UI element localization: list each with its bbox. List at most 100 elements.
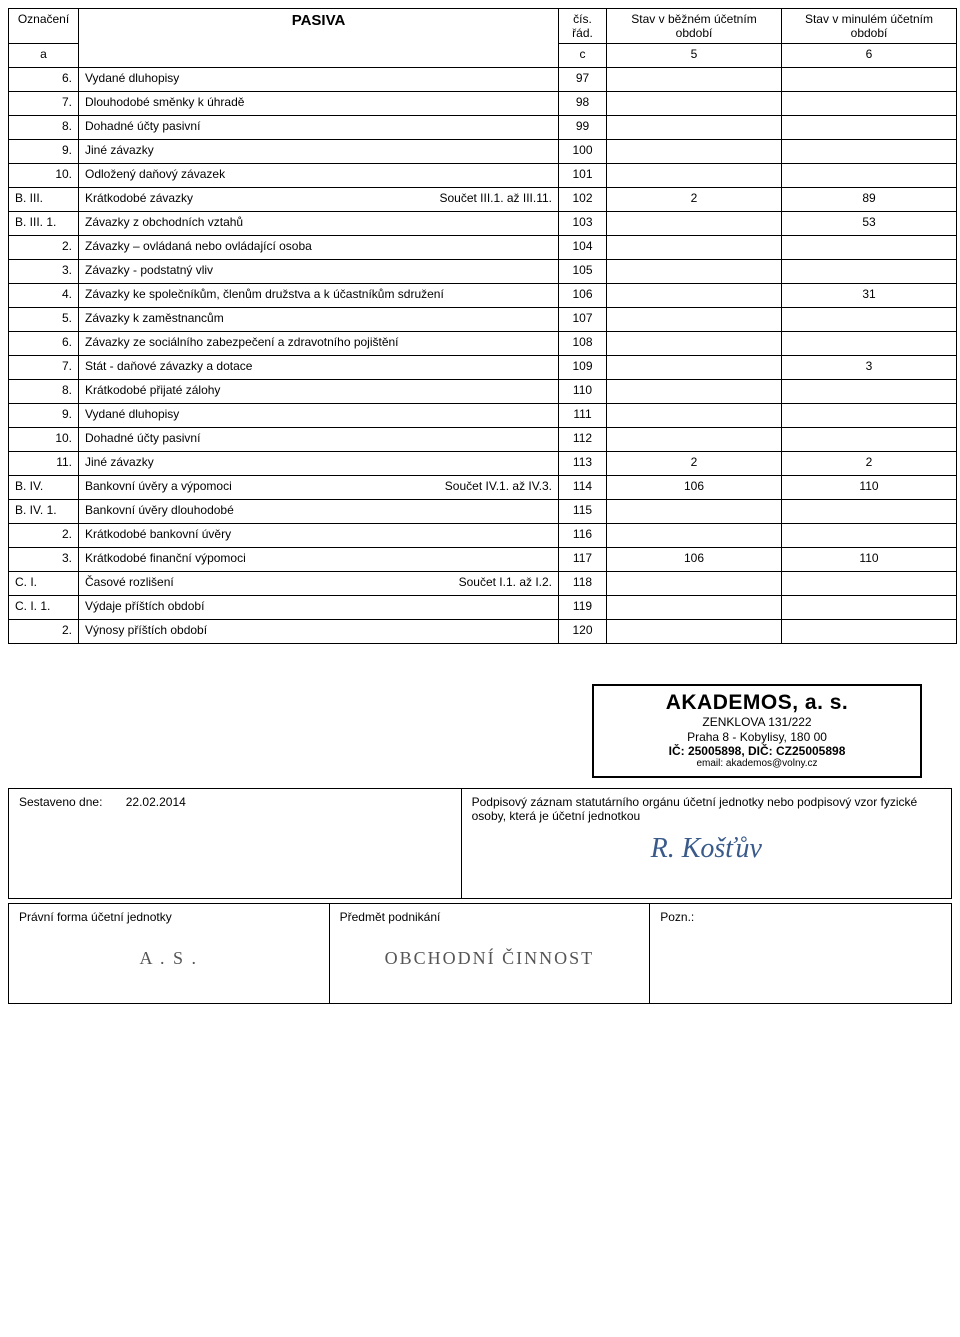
row-cis: 114 [559,476,607,500]
table-row: 4.Závazky ke společníkům, členům družstv… [9,284,957,308]
row-cis: 98 [559,92,607,116]
row-cis: 113 [559,452,607,476]
table-row: B. III. 1.Závazky z obchodních vztahů103… [9,212,957,236]
stamp-line3: IČ: 25005898, DIČ: CZ25005898 [604,744,910,758]
hdr-minule: Stav v minulém účetním období [782,9,957,44]
table-row: 10.Dohadné účty pasivní112 [9,428,957,452]
row-v6 [782,92,957,116]
row-desc: Dlouhodobé směnky k úhradě [79,92,559,116]
hdr-c: c [559,44,607,68]
row-v6: 89 [782,188,957,212]
row-v6 [782,404,957,428]
row-v6 [782,524,957,548]
pozn-cell: Pozn.: [650,904,952,1004]
row-index: 3. [9,548,79,572]
table-row: 6.Závazky ze sociálního zabezpečení a zd… [9,332,957,356]
row-cis: 110 [559,380,607,404]
row-v6: 110 [782,548,957,572]
row-v5 [607,140,782,164]
row-cis: 101 [559,164,607,188]
stamp-email: email: akademos@volny.cz [604,758,910,770]
row-desc: Závazky ke společníkům, členům družstva … [79,284,559,308]
row-desc: Bankovní úvěry dlouhodobé [79,500,559,524]
row-cis: 115 [559,500,607,524]
footer-table-2: Právní forma účetní jednotky A . S . Pře… [8,903,952,1004]
table-row: 7.Dlouhodobé směnky k úhradě98 [9,92,957,116]
hdr-oznaceni: Označení [9,9,79,44]
row-v6: 31 [782,284,957,308]
row-index: 7. [9,356,79,380]
row-v5: 106 [607,476,782,500]
row-v5 [607,332,782,356]
row-index: 6. [9,68,79,92]
row-desc: Závazky ze sociálního zabezpečení a zdra… [79,332,559,356]
row-cis: 117 [559,548,607,572]
row-v6: 53 [782,212,957,236]
row-v6 [782,620,957,644]
row-v5 [607,260,782,284]
pozn-label: Pozn.: [660,910,941,924]
row-desc: Výnosy příštích období [79,620,559,644]
row-index: 4. [9,284,79,308]
row-v5 [607,380,782,404]
row-index: C. I. [9,572,79,596]
row-v5 [607,428,782,452]
row-v6: 3 [782,356,957,380]
row-v5 [607,620,782,644]
table-header-row-1: Označení PASIVA čís. řád. Stav v běžném … [9,9,957,44]
row-cis: 111 [559,404,607,428]
row-index: 2. [9,236,79,260]
row-v6 [782,596,957,620]
hdr-a: a [9,44,79,68]
row-desc: Dohadné účty pasivní [79,428,559,452]
row-desc: Časové rozlišeníSoučet I.1. až I.2. [79,572,559,596]
table-row: 8.Krátkodobé přijaté zálohy110 [9,380,957,404]
row-desc: Odložený daňový závazek [79,164,559,188]
row-index: 6. [9,332,79,356]
footer-table: Sestaveno dne: 22.02.2014 Podpisový zázn… [8,788,952,899]
row-cis: 112 [559,428,607,452]
row-index: 10. [9,164,79,188]
row-desc: Závazky k zaměstnancům [79,308,559,332]
row-cis: 119 [559,596,607,620]
row-v5 [607,236,782,260]
company-stamp: AKADEMOS, a. s. ZENKLOVA 131/222 Praha 8… [592,684,922,778]
row-index: 9. [9,404,79,428]
row-desc: Závazky – ovládaná nebo ovládající osoba [79,236,559,260]
row-index: 8. [9,116,79,140]
row-cis: 102 [559,188,607,212]
row-v5: 2 [607,188,782,212]
row-cis: 116 [559,524,607,548]
row-cis: 106 [559,284,607,308]
row-desc: Stát - daňové závazky a dotace [79,356,559,380]
table-row: B. IV. 1.Bankovní úvěry dlouhodobé115 [9,500,957,524]
predmet-value: OBCHODNÍ ČINNOST [340,924,640,969]
table-row: 2.Výnosy příštích období120 [9,620,957,644]
table-row: B. IV.Bankovní úvěry a výpomociSoučet IV… [9,476,957,500]
row-v6 [782,68,957,92]
row-index: B. IV. [9,476,79,500]
row-index: C. I. 1. [9,596,79,620]
table-row: B. III.Krátkodobé závazkySoučet III.1. a… [9,188,957,212]
row-index: 2. [9,620,79,644]
row-desc: Vydané dluhopisy [79,68,559,92]
row-v5: 2 [607,452,782,476]
hdr-cis: čís. řád. [559,9,607,44]
table-row: 2.Závazky – ovládaná nebo ovládající oso… [9,236,957,260]
pravni-cell: Právní forma účetní jednotky A . S . [9,904,330,1004]
table-row: 10.Odložený daňový závazek101 [9,164,957,188]
hdr-6: 6 [782,44,957,68]
table-row: 2.Krátkodobé bankovní úvěry116 [9,524,957,548]
row-cis: 107 [559,308,607,332]
table-row: 8.Dohadné účty pasivní99 [9,116,957,140]
row-cis: 108 [559,332,607,356]
stamp-line1: ZENKLOVA 131/222 [604,715,910,729]
hdr-pasiva: PASIVA [79,9,559,68]
row-desc: Krátkodobé závazkySoučet III.1. až III.1… [79,188,559,212]
table-row: 11.Jiné závazky11322 [9,452,957,476]
row-desc: Jiné závazky [79,140,559,164]
hdr-bezne: Stav v běžném účetním období [607,9,782,44]
row-index: 11. [9,452,79,476]
table-row: 9.Vydané dluhopisy111 [9,404,957,428]
row-desc: Jiné závazky [79,452,559,476]
